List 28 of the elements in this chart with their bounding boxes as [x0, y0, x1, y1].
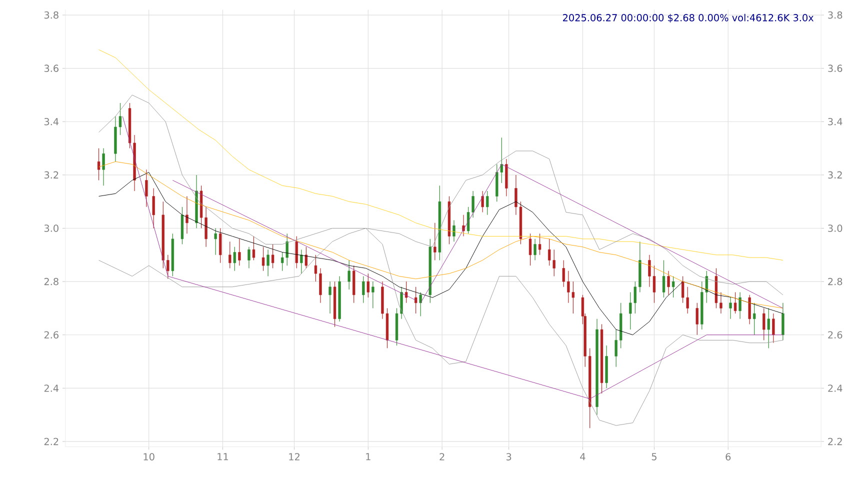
y-tick-label: 3.0	[44, 224, 58, 232]
y2-tick-label: 3.4	[828, 118, 842, 126]
x-tick-label: 4	[580, 453, 586, 460]
y-tick-label: 3.4	[44, 118, 59, 126]
y2-tick-label: 2.4	[828, 384, 842, 392]
y2-tick-label: 2.8	[828, 278, 842, 286]
x-tick-label: 11	[218, 453, 228, 460]
y-tick-label: 2.2	[44, 438, 58, 446]
y2-tick-label: 2.2	[828, 438, 842, 446]
y-tick-label: 2.8	[44, 278, 58, 286]
x-tick-label: 5	[652, 453, 656, 461]
x-tick-label: 1	[366, 453, 370, 460]
chart-title: 2025.06.27 00:00:00 $2.68 0.00% vol:4612.6K 3.0x	[563, 14, 814, 23]
y2-tick-label: 3.0	[828, 224, 842, 232]
y-tick-label: 3.2	[44, 172, 58, 179]
y2-tick-label: 2.6	[828, 331, 842, 339]
y2-tick-label: 3.6	[828, 64, 842, 72]
x-tick-label: 12	[289, 453, 300, 461]
y-tick-label: 3.8	[44, 12, 58, 19]
x-tick-label: 2	[440, 453, 444, 461]
y-tick-label: 2.6	[44, 331, 58, 339]
x-tick-label: 10	[144, 453, 154, 461]
y-tick-label: 2.4	[44, 384, 59, 392]
x-tick-label: 6	[726, 453, 731, 461]
y2-tick-label: 3.2	[828, 172, 842, 179]
x-tick-label: 3	[506, 453, 512, 461]
y2-tick-label: 3.8	[828, 12, 842, 19]
y-tick-label: 3.6	[44, 64, 58, 72]
